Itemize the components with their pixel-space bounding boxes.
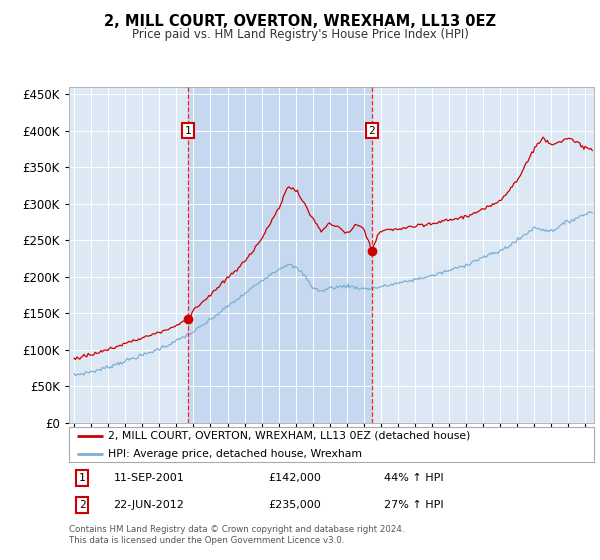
Text: Contains HM Land Registry data © Crown copyright and database right 2024.
This d: Contains HM Land Registry data © Crown c… [69,525,404,545]
Text: 2: 2 [368,125,375,136]
Text: 2, MILL COURT, OVERTON, WREXHAM, LL13 0EZ (detached house): 2, MILL COURT, OVERTON, WREXHAM, LL13 0E… [109,431,471,441]
Text: 11-SEP-2001: 11-SEP-2001 [113,473,184,483]
Text: £142,000: £142,000 [269,473,322,483]
Text: 1: 1 [79,473,86,483]
Text: 2, MILL COURT, OVERTON, WREXHAM, LL13 0EZ: 2, MILL COURT, OVERTON, WREXHAM, LL13 0E… [104,14,496,29]
Text: 1: 1 [185,125,191,136]
Text: 44% ↑ HPI: 44% ↑ HPI [384,473,443,483]
Bar [188,87,372,423]
Text: £235,000: £235,000 [269,500,321,510]
Text: Price paid vs. HM Land Registry's House Price Index (HPI): Price paid vs. HM Land Registry's House … [131,28,469,41]
Text: HPI: Average price, detached house, Wrexham: HPI: Average price, detached house, Wrex… [109,449,362,459]
Text: 22-JUN-2012: 22-JUN-2012 [113,500,185,510]
Text: 27% ↑ HPI: 27% ↑ HPI [384,500,443,510]
Text: 2: 2 [79,500,86,510]
